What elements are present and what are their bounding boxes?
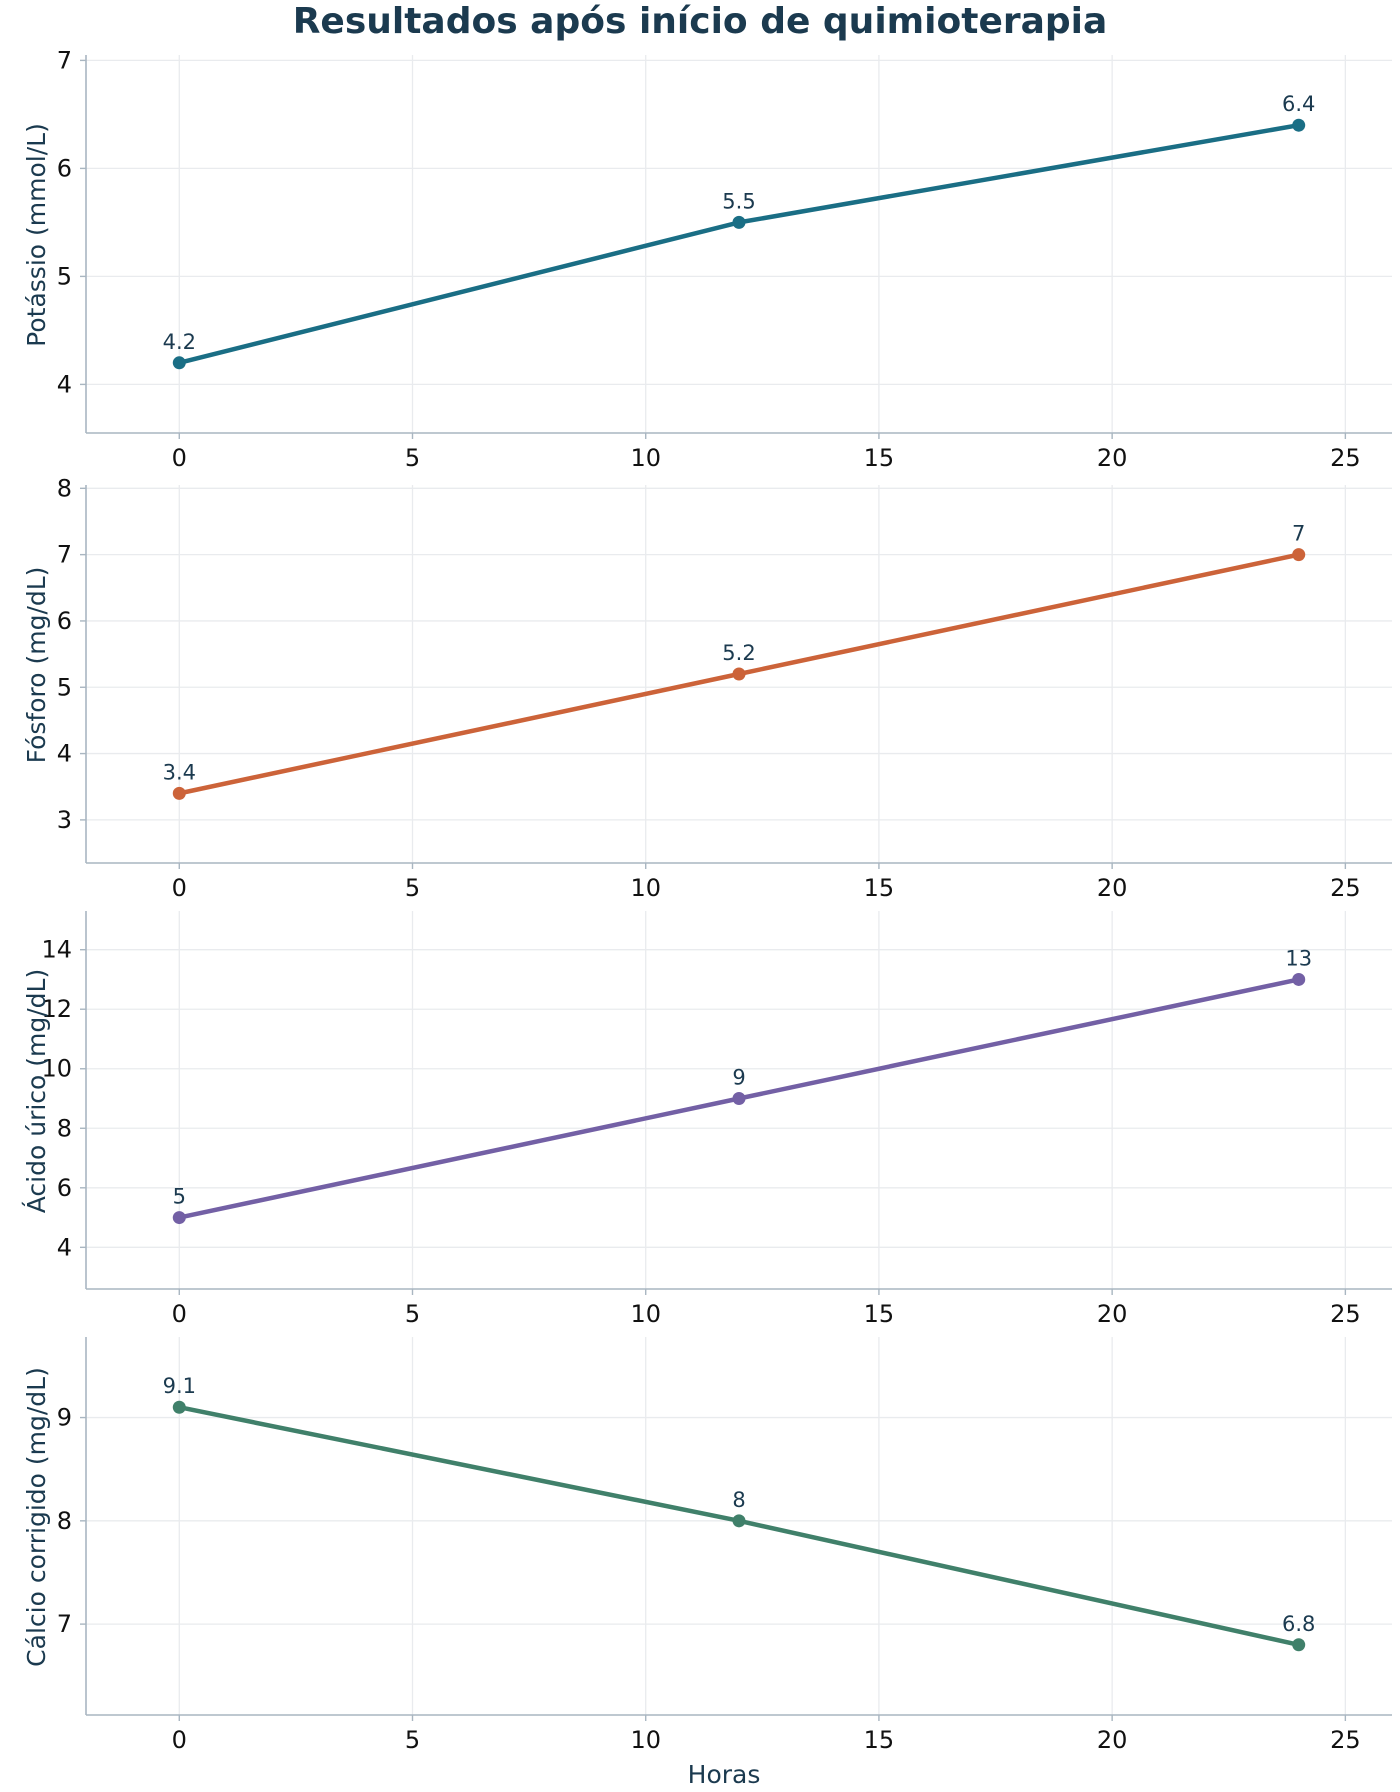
y-tick-label: 7 [57, 541, 72, 569]
x-tick-label: 5 [405, 444, 420, 472]
data-point [732, 1514, 746, 1528]
data-point [732, 667, 746, 681]
panel-1: 0 5 10 15 20 25 4 5 6 7 Potássio (mmol/L) 4.2 5.5 6.4 [22, 46, 1392, 472]
x-tick-label: 25 [1330, 1300, 1361, 1328]
x-tick-label: 5 [405, 1726, 420, 1754]
x-tick-label: 15 [864, 1726, 895, 1754]
y-tick-label: 5 [57, 262, 72, 290]
series-line [177, 122, 1301, 366]
data-point [172, 356, 186, 370]
data-point [172, 1211, 186, 1225]
y-tick-label: 6 [57, 154, 72, 182]
data-label: 13 [1285, 946, 1312, 970]
x-tick-label: 15 [864, 874, 895, 902]
x-tick-label: 0 [172, 444, 187, 472]
y-tick-label: 4 [57, 370, 72, 398]
y-tick-label: 8 [57, 1507, 72, 1535]
data-label: 4.2 [163, 330, 196, 354]
data-label: 5 [173, 1185, 186, 1209]
y-axis-label: Fósforo (mg/dL) [22, 567, 51, 764]
x-tick-label: 10 [630, 1726, 661, 1754]
data-point [1292, 548, 1306, 562]
data-point [1292, 118, 1306, 132]
y-tick-label: 10 [41, 1055, 72, 1083]
x-tick-label: 25 [1330, 874, 1361, 902]
x-tick-label: 10 [630, 1300, 661, 1328]
data-point [172, 1400, 186, 1414]
y-axis-label: Ácido úrico (mg/dL) [22, 969, 51, 1213]
x-tick-label: 5 [405, 1300, 420, 1328]
data-label: 5.5 [722, 189, 755, 213]
x-tick-label: 25 [1330, 444, 1361, 472]
y-axis-label: Potássio (mmol/L) [22, 123, 51, 347]
data-label: 7 [1292, 522, 1305, 546]
y-axis-label: Cálcio corrigido (mg/dL) [22, 1367, 51, 1667]
x-tick-label: 10 [630, 874, 661, 902]
data-label: 5.2 [722, 641, 755, 665]
y-tick-label: 8 [57, 1114, 72, 1142]
y-tick-label: 7 [57, 46, 72, 74]
data-label: 6.8 [1282, 1612, 1315, 1636]
y-tick-label: 14 [41, 936, 72, 964]
chart-title: Resultados após início de quimioterapia [293, 1, 1108, 42]
x-tick-label: 20 [1097, 1726, 1128, 1754]
data-label: 6.4 [1282, 92, 1315, 116]
data-label: 3.4 [163, 760, 196, 784]
x-tick-label: 25 [1330, 1726, 1361, 1754]
data-point [1292, 1638, 1306, 1652]
x-tick-label: 0 [172, 1300, 187, 1328]
data-label: 9.1 [163, 1374, 196, 1398]
panels-layer: 0 5 10 15 20 25 4 5 6 7 Potássio (mmol/L) 4.2 5.5 6.4… [22, 46, 1392, 1754]
y-tick-label: 3 [57, 806, 72, 834]
x-tick-label: 20 [1097, 444, 1128, 472]
y-tick-label: 4 [57, 1233, 72, 1261]
data-point [732, 1092, 746, 1106]
y-tick-label: 4 [57, 740, 72, 768]
y-tick-label: 5 [57, 673, 72, 701]
x-axis-label: Horas [688, 1760, 761, 1789]
data-point [732, 215, 746, 229]
y-tick-label: 6 [57, 607, 72, 635]
x-tick-label: 5 [405, 874, 420, 902]
y-tick-label: 12 [41, 995, 72, 1023]
data-point [1292, 972, 1306, 986]
y-tick-label: 9 [57, 1404, 72, 1432]
y-tick-label: 7 [57, 1610, 72, 1638]
y-tick-label: 8 [57, 474, 72, 502]
data-label: 8 [732, 1488, 745, 1512]
x-tick-label: 20 [1097, 1300, 1128, 1328]
x-tick-label: 20 [1097, 874, 1128, 902]
x-tick-label: 15 [864, 1300, 895, 1328]
panel-2: 0 5 10 15 20 25 3 4 5 6 7 8 Fósforo (mg/dL) 3.4 5.2 7 [22, 474, 1392, 902]
x-tick-label: 10 [630, 444, 661, 472]
y-tick-label: 6 [57, 1174, 72, 1202]
data-point [172, 786, 186, 800]
x-tick-label: 0 [172, 874, 187, 902]
panel-3: 0 5 10 15 20 25 4 6 8 10 12 14 Ácido úrico (mg/dL) 5 9… [22, 911, 1392, 1328]
data-label: 9 [732, 1066, 745, 1090]
x-tick-label: 15 [864, 444, 895, 472]
x-tick-label: 0 [172, 1726, 187, 1754]
